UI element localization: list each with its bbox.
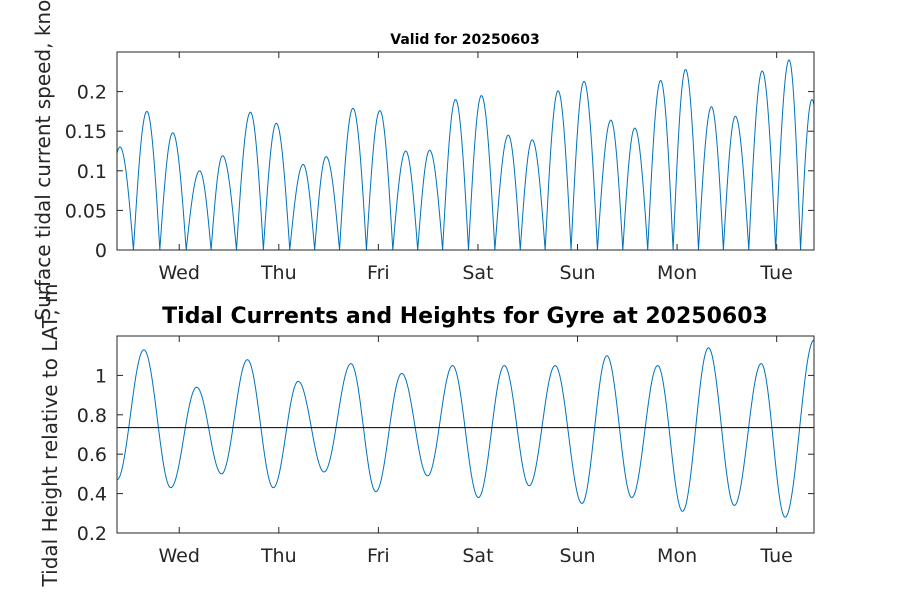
current-speed-y-label: Surface tidal current speed, knots — [31, 0, 55, 321]
current-speed-y-tick-label: 0.05 — [65, 200, 107, 222]
current-speed-x-tick-label: Thu — [260, 262, 297, 284]
current-speed-title: Valid for 20250603 — [390, 32, 539, 48]
current-speed-axes-box — [116, 51, 815, 251]
current-speed-x-tick-label: Wed — [159, 262, 200, 284]
current-speed-y-tick-label: 0.1 — [77, 161, 107, 183]
tidal-height-y-tick-label: 0.6 — [77, 444, 107, 466]
current-speed-y-tick-label: 0.2 — [77, 82, 107, 104]
tidal-height-x-tick-label: Wed — [159, 545, 200, 567]
tidal-height-panel: Tidal Currents and Heights for Gyre at 2… — [38, 284, 815, 588]
tidal-height-y-tick-label: 0.2 — [77, 523, 107, 545]
tidal-height-y-label: Tidal Height relative to LAT, m — [38, 284, 62, 588]
tidal-height-axes-box — [116, 335, 815, 534]
current-speed-x-axis: Wed Thu Fri Sat Sun Mon Tue — [159, 52, 793, 284]
current-speed-x-tick-label: Sat — [462, 262, 493, 284]
tidal-height-x-axis: Wed Thu Fri Sat Sun Mon Tue — [159, 336, 793, 567]
current-speed-x-tick-label: Mon — [657, 262, 697, 284]
tidal-height-x-tick-label: Sun — [559, 545, 595, 567]
tidal-height-y-tick-label: 1 — [95, 365, 107, 387]
current-speed-x-tick-label: Tue — [759, 262, 792, 284]
tidal-height-y-tick-label: 0.8 — [77, 405, 107, 427]
tidal-height-y-tick-label: 0.4 — [77, 484, 107, 506]
current-speed-plot-area — [117, 52, 814, 250]
tidal-height-title: Tidal Currents and Heights for Gyre at 2… — [162, 304, 768, 329]
tidal-height-x-tick-label: Fri — [367, 545, 390, 567]
current-speed-x-tick-label: Fri — [367, 262, 390, 284]
current-speed-y-axis: 0 0.05 0.1 0.15 0.2 — [65, 82, 814, 262]
tidal-height-series-line — [116, 339, 815, 518]
current-speed-y-tick-label: 0 — [95, 240, 107, 262]
tidal-height-x-tick-label: Sat — [462, 545, 493, 567]
tidal-height-x-tick-label: Mon — [657, 545, 697, 567]
tidal-height-x-tick-label: Thu — [260, 545, 297, 567]
current-speed-x-tick-label: Sun — [559, 262, 595, 284]
current-speed-y-tick-label: 0.15 — [65, 121, 107, 143]
current-speed-panel: Valid for 20250603 0 0.05 0.1 0.15 0.2 Wed Th… — [31, 0, 815, 321]
tidal-height-y-axis: 0.2 0.4 0.6 0.8 1 — [77, 365, 814, 545]
tidal-height-x-tick-label: Tue — [759, 545, 792, 567]
